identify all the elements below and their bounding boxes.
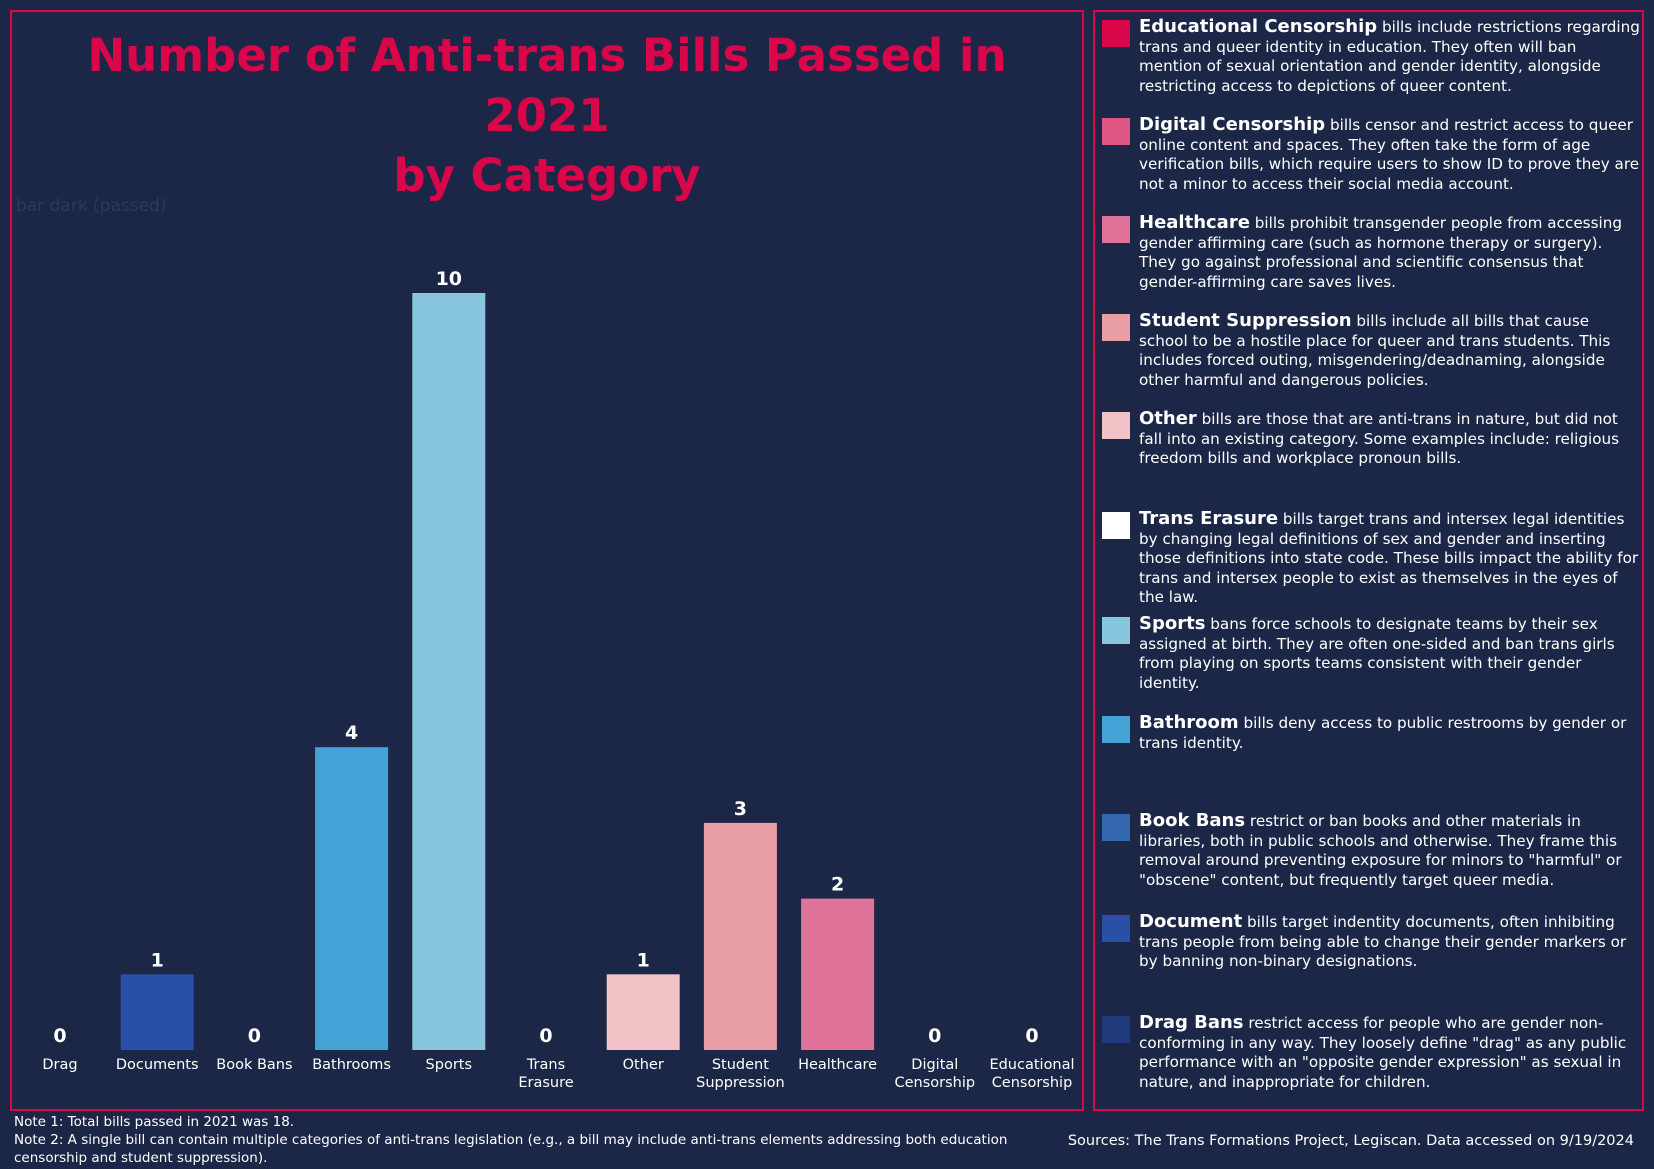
chart-title-line-2: by Category (393, 149, 701, 202)
category-label-trans-erasure: Erasure (518, 1075, 573, 1091)
legend-name: Drag Bans (1139, 1012, 1244, 1033)
legend-name: Digital Censorship (1139, 114, 1326, 135)
value-label-healthcare: 2 (831, 874, 844, 896)
legend-desc: bills target indentity documents, often … (1139, 913, 1627, 970)
value-label-book bans: 0 (248, 1025, 261, 1047)
legend-desc: bans force schools to designate teams by… (1139, 615, 1615, 692)
legend-name: Trans Erasure (1139, 508, 1279, 529)
swatch-bathroom (1102, 716, 1130, 743)
legend-desc: bills are those that are anti-trans in n… (1139, 410, 1620, 467)
legend-desc: bills deny access to public restrooms by… (1139, 714, 1627, 752)
ghost-label: bar dark (passed) (16, 196, 167, 216)
swatch-educational-censorship (1102, 20, 1130, 47)
category-label-student-suppression: Student (712, 1057, 769, 1073)
legend-desc: bills include all bills that cause schoo… (1139, 312, 1611, 389)
category-label-digital-censorship: Censorship (894, 1075, 975, 1091)
category-label-documents: Documents (116, 1057, 199, 1073)
category-label-trans-erasure: Trans (526, 1057, 565, 1073)
category-label-healthcare: Healthcare (798, 1057, 877, 1073)
value-label-other: 1 (637, 949, 650, 971)
swatch-drag-bans (1102, 1016, 1130, 1043)
bar-bathrooms (315, 747, 389, 1050)
legend-desc: restrict access for people who are gende… (1139, 1014, 1627, 1091)
value-label-student-suppression: 3 (734, 798, 747, 820)
legend-name: Healthcare (1139, 212, 1250, 233)
swatch-other (1102, 412, 1130, 439)
value-label-trans-erasure: 0 (539, 1025, 552, 1047)
legend-name: Educational Censorship (1139, 16, 1378, 37)
swatch-book-bans (1102, 814, 1130, 841)
note-1: Note 1: Total bills passed in 2021 was 1… (14, 1114, 295, 1130)
chart-frame (10, 10, 1084, 1111)
swatch-student-suppression (1102, 314, 1130, 341)
category-label-book bans: Book Bans (216, 1057, 292, 1073)
bar-other (606, 974, 680, 1050)
value-label-digital-censorship: 0 (928, 1025, 941, 1047)
sources: Sources: The Trans Formations Project, L… (1067, 1133, 1634, 1149)
category-label-educational-censorship: Censorship (992, 1075, 1073, 1091)
bar-documents (120, 974, 194, 1050)
value-label-drag: 0 (53, 1025, 66, 1047)
legend-name: Bathroom (1139, 712, 1239, 733)
chart-title-line-1: Number of Anti-trans Bills Passed in 202… (87, 29, 1007, 142)
legend-name: Other (1139, 408, 1197, 429)
swatch-sports (1102, 617, 1130, 644)
category-label-student-suppression: Suppression (696, 1075, 785, 1091)
legend-name: Student Suppression (1139, 310, 1352, 331)
legend-desc: bills target trans and intersex legal id… (1139, 510, 1639, 606)
legend-frame (1093, 10, 1644, 1111)
bar-student-suppression (703, 822, 777, 1050)
legend-name: Document (1139, 911, 1243, 932)
category-label-digital-censorship: Digital (911, 1057, 958, 1073)
category-label-bathrooms: Bathrooms (312, 1057, 391, 1073)
swatch-trans-erasure (1102, 512, 1130, 539)
legend-name: Sports (1139, 613, 1206, 634)
value-label-bathrooms: 4 (345, 722, 358, 744)
bar-sports (412, 293, 486, 1050)
swatch-digital-censorship (1102, 118, 1130, 145)
legend-desc: bills prohibit transgender people from a… (1139, 214, 1622, 291)
value-label-sports: 10 (436, 268, 462, 290)
category-label-educational-censorship: Educational (989, 1057, 1074, 1073)
value-label-documents: 1 (151, 949, 164, 971)
value-label-educational-censorship: 0 (1025, 1025, 1038, 1047)
legend-desc: bills include restrictions regarding tra… (1139, 18, 1640, 95)
legend-name: Book Bans (1139, 810, 1246, 831)
category-label-other: Other (623, 1057, 664, 1073)
legend-desc: bills censor and restrict access to quee… (1139, 116, 1640, 193)
category-label-sports: Sports (426, 1057, 472, 1073)
bar-healthcare (801, 898, 875, 1050)
swatch-healthcare (1102, 216, 1130, 243)
note-2: Note 2: A single bill can contain multip… (14, 1132, 1008, 1166)
swatch-document (1102, 915, 1130, 942)
category-label-drag: Drag (42, 1057, 77, 1073)
chart-title: Number of Anti-trans Bills Passed in 202… (22, 26, 1072, 206)
legend-desc: restrict or ban books and other material… (1139, 812, 1622, 889)
